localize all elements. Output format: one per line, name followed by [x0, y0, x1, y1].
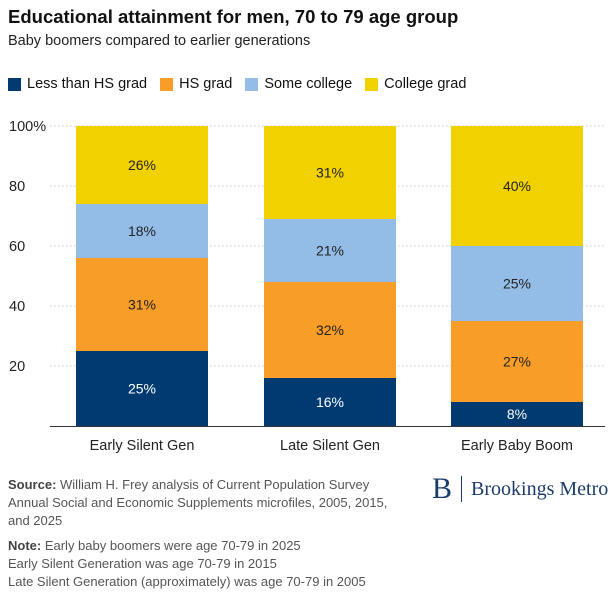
y-tick-label: 100% [9, 119, 46, 135]
bar-segment [451, 402, 583, 426]
bar-segment [76, 258, 208, 351]
data-label: 27% [503, 354, 531, 370]
data-label: 31% [128, 297, 156, 313]
legend-label: HS grad [179, 76, 233, 92]
bar-segment [451, 321, 583, 402]
bar-segment [264, 126, 396, 219]
y-tick-label: 80 [9, 179, 25, 195]
x-tick-label: Late Silent Gen [280, 438, 380, 454]
y-tick-label: 60 [9, 239, 25, 255]
bar-segment [451, 246, 583, 321]
legend: Less than HS grad HS grad Some college C… [8, 76, 479, 92]
legend-swatch [245, 77, 259, 91]
legend-label: Some college [264, 76, 353, 92]
chart-subtitle: Baby boomers compared to earlier generat… [8, 33, 311, 49]
chart-title: Educational attainment for men, 70 to 79… [8, 6, 459, 27]
x-tick-label: Early Baby Boom [461, 438, 573, 454]
stacked-bar-chart: 20 40 60 80 100% 25% 31% 18% 26% Early Silent Gen… [9, 119, 605, 454]
brand-divider [461, 476, 463, 502]
data-label: 40% [503, 178, 531, 194]
data-label: 31% [316, 165, 344, 181]
note-line-3: Late Silent Generation (approximately) w… [8, 574, 366, 589]
data-label: 21% [316, 243, 344, 259]
bar-segment [451, 126, 583, 246]
legend-swatch [365, 77, 379, 91]
data-label: 8% [507, 406, 527, 422]
source-text: William H. Frey analysis of Current Popu… [8, 477, 388, 528]
data-label: 18% [128, 223, 156, 239]
bar-segment [264, 219, 396, 282]
legend-item-hs-grad: HS grad [160, 76, 232, 92]
brand-letter: B [432, 472, 453, 505]
data-label: 32% [316, 322, 344, 338]
y-tick-label: 40 [9, 299, 25, 315]
data-label: 16% [316, 394, 344, 410]
note-block: Note: Early baby boomers were age 70-79 … [8, 537, 366, 591]
legend-label: College grad [384, 76, 467, 92]
legend-swatch [8, 77, 21, 91]
legend-label: Less than HS grad [27, 76, 148, 92]
legend-item-college-grad: College grad [365, 76, 466, 92]
bar-segment [76, 126, 208, 204]
bar-segment [264, 378, 396, 426]
brand-name: Brookings Metro [471, 477, 609, 500]
bar-segment [264, 282, 396, 378]
legend-swatch [160, 77, 174, 91]
legend-item-some-college: Some college [245, 76, 352, 92]
bar-segment [76, 204, 208, 258]
bar-segment [76, 351, 208, 426]
y-tick-label: 20 [9, 359, 25, 375]
note-line-2: Early Silent Generation was age 70-79 in… [8, 556, 277, 571]
x-tick-label: Early Silent Gen [90, 438, 195, 454]
note-line-1: Early baby boomers were age 70-79 in 202… [41, 538, 301, 553]
source-note: Source: William H. Frey analysis of Curr… [8, 476, 403, 530]
brookings-metro-logo: B Brookings Metro [432, 472, 608, 506]
source-label: Source: [8, 477, 57, 492]
legend-item-less-than-hs: Less than HS grad [8, 76, 147, 92]
data-label: 25% [128, 381, 156, 397]
note-label: Note: [8, 538, 42, 553]
data-label: 25% [503, 276, 531, 292]
data-label: 26% [128, 157, 156, 173]
